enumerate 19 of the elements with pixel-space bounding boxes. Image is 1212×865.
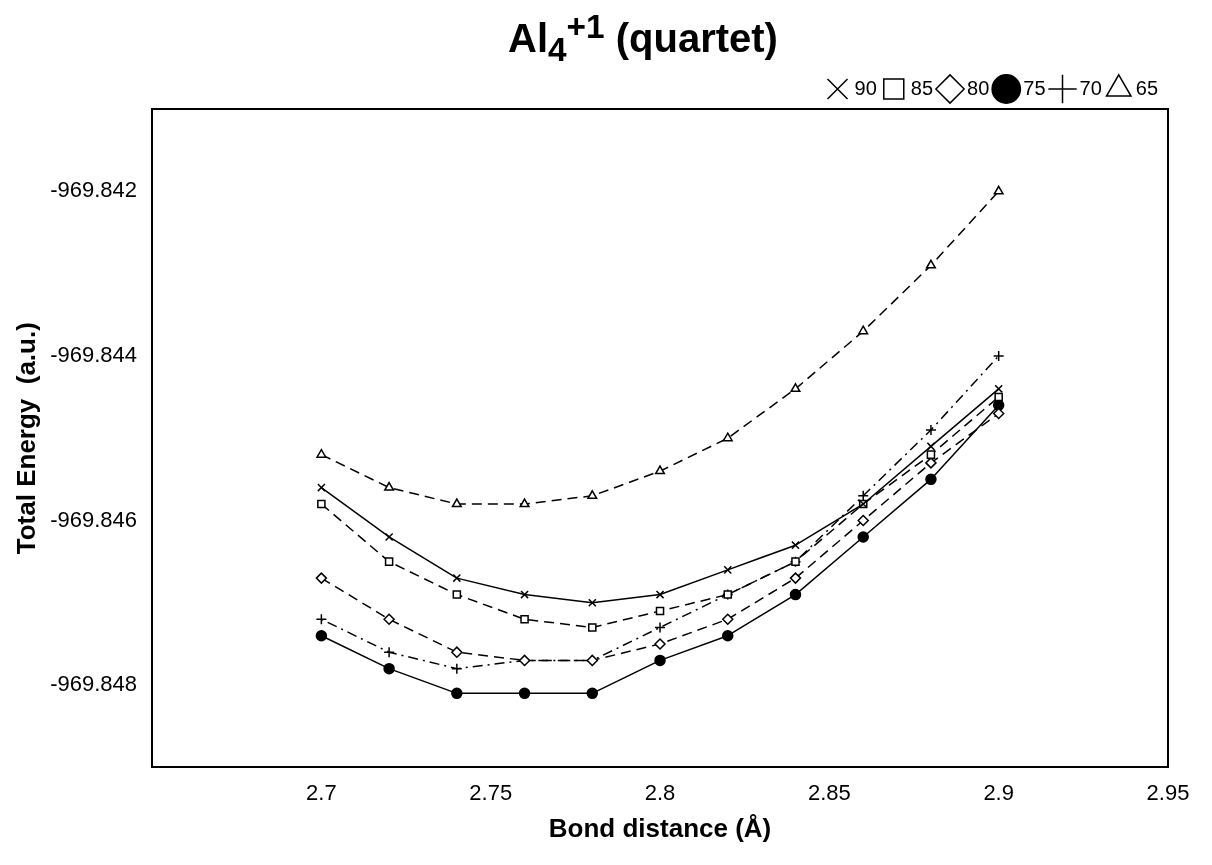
- x-tick-label: 2.75: [469, 779, 513, 805]
- y-tick-label: -969.842: [50, 177, 138, 203]
- x-tick-label: 2.8: [644, 779, 676, 805]
- x-tick-label: 2.95: [1146, 779, 1190, 805]
- legend-label: 85: [910, 76, 934, 99]
- chart-title: Al$_{4}$$^{+1}$ (quartet): [507, 8, 779, 70]
- x-axis-title: Bond distance (Å): [548, 812, 772, 843]
- legend-label: 65: [1135, 76, 1158, 99]
- legend-label: 80: [967, 76, 990, 99]
- x-tick-label: 2.85: [807, 779, 851, 805]
- legend-label: 70: [1079, 76, 1102, 99]
- x-tick-label: 2.7: [306, 779, 337, 805]
- y-axis-title: Total Energy (a.u.): [10, 322, 41, 555]
- y-tick-label: -969.846: [50, 506, 138, 532]
- y-tick-label: -969.848: [50, 671, 138, 697]
- x-tick-label: 2.9: [983, 779, 1014, 805]
- legend-label: 90: [854, 76, 877, 99]
- legend-label: 75: [1023, 76, 1046, 99]
- y-tick-label: -969.844: [50, 342, 138, 368]
